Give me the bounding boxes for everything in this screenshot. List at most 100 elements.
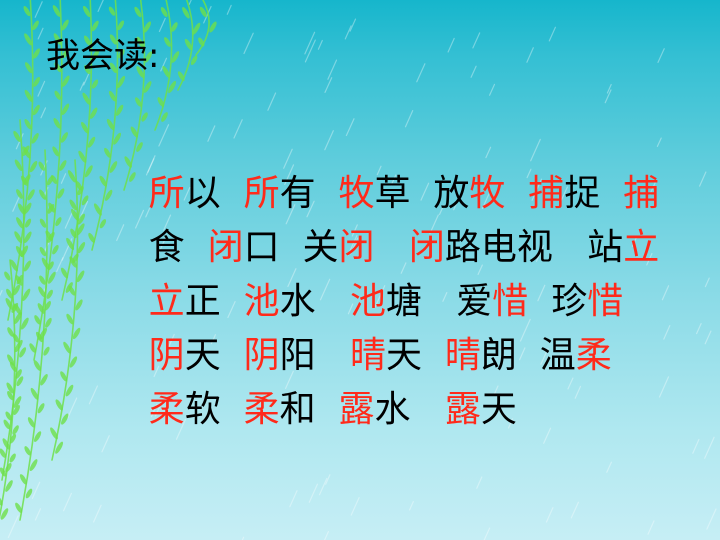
- willow-leaf: [39, 218, 47, 228]
- willow-leaf: [9, 433, 17, 444]
- rain-streak: [429, 214, 439, 235]
- willow-leaf: [15, 502, 23, 513]
- word-line-4: 阴天 阴阳 晴天 晴朗 温柔: [80, 275, 680, 376]
- rain-streak: [704, 436, 715, 459]
- willow-leaf: [29, 459, 38, 472]
- word-text: 天: [480, 389, 517, 430]
- willow-leaf: [143, 21, 152, 33]
- willow-leaf: [198, 37, 205, 47]
- rain-streak: [12, 196, 20, 212]
- rain-streak: [267, 92, 277, 111]
- highlighted-character: 闭: [408, 227, 445, 268]
- rain-streak: [526, 47, 534, 63]
- rain-streak: [145, 155, 156, 176]
- willow-leaf: [47, 231, 55, 243]
- word-text: 水: [374, 389, 445, 430]
- willow-leaf: [87, 136, 96, 148]
- word-text: 草 放: [374, 173, 470, 214]
- willow-leaf: [160, 7, 168, 17]
- willow-leaf: [75, 299, 83, 311]
- word-text: 阳: [279, 335, 350, 376]
- rain-streak: [606, 461, 613, 473]
- willow-leaf: [209, 21, 217, 33]
- willow-leaf: [37, 303, 45, 314]
- willow-leaf: [83, 35, 91, 46]
- rain-streak: [317, 39, 323, 50]
- willow-leaf: [14, 231, 23, 244]
- rain-streak: [347, 235, 358, 257]
- willow-leaf: [6, 288, 13, 299]
- willow-leaf: [136, 66, 145, 78]
- rain-streak: [153, 365, 160, 378]
- willow-leaf: [7, 390, 14, 401]
- willow-leaf: [23, 174, 31, 185]
- rain-streak: [453, 196, 460, 211]
- rain-streak: [704, 330, 712, 345]
- willow-leaf: [12, 425, 19, 435]
- willow-leaf: [7, 327, 14, 337]
- willow-leaf: [39, 246, 47, 257]
- rain-streak: [540, 348, 549, 365]
- willow-leaf: [47, 204, 55, 214]
- willow-leaf: [76, 270, 85, 283]
- rain-streak: [160, 57, 168, 72]
- rain-streak: [567, 377, 574, 390]
- willow-leaf: [16, 217, 24, 229]
- rain-streak: [327, 59, 338, 80]
- willow-leaf: [62, 48, 70, 59]
- willow-leaf: [134, 6, 142, 18]
- willow-leaf: [77, 242, 86, 254]
- rain-streak: [97, 0, 104, 12]
- willow-leaf: [16, 189, 23, 199]
- willow-leaf: [23, 260, 32, 272]
- rain-streak: [543, 427, 552, 444]
- rain-streak: [233, 119, 243, 139]
- rain-streak: [526, 168, 532, 179]
- willow-leaf: [30, 387, 39, 400]
- rain-streak: [308, 483, 318, 503]
- rain-streak: [34, 508, 42, 521]
- willow-leaf: [0, 494, 3, 506]
- willow-leaf: [43, 346, 50, 356]
- highlighted-character: 闭: [207, 227, 244, 268]
- rain-streak: [447, 37, 455, 53]
- rain-streak: [646, 253, 653, 266]
- willow-leaf: [89, 107, 98, 119]
- word-text: 朗 温: [480, 335, 576, 376]
- word-text: 食: [148, 227, 208, 268]
- willow-leaf: [24, 446, 31, 456]
- willow-leaf: [184, 38, 193, 51]
- willow-leaf: [55, 399, 63, 411]
- willow-leaf: [9, 453, 16, 463]
- rain-streak: [318, 477, 328, 496]
- rain-streak: [158, 17, 166, 33]
- rain-streak: [350, 497, 360, 516]
- rain-streak: [324, 77, 333, 94]
- willow-leaf: [78, 150, 87, 163]
- word-text: 以: [184, 173, 244, 214]
- willow-leaf: [108, 6, 116, 16]
- willow-leaf: [38, 286, 46, 298]
- rain-streak: [476, 476, 483, 489]
- willow-leaf: [91, 49, 100, 61]
- willow-leaf: [33, 48, 40, 59]
- rain-streak: [145, 207, 151, 218]
- willow-leaf: [37, 403, 45, 414]
- willow-leaf: [61, 413, 69, 425]
- highlighted-character: 牧: [338, 173, 375, 214]
- willow-leaf: [143, 81, 152, 93]
- willow-leaf: [192, 22, 201, 35]
- willow-leaf: [109, 161, 118, 173]
- willow-leaf: [83, 5, 91, 18]
- rain-streak: [442, 292, 448, 302]
- rain-streak: [324, 130, 334, 151]
- rain-streak: [183, 186, 191, 201]
- rain-streak: [83, 71, 90, 86]
- rain-streak: [692, 438, 700, 454]
- willow-leaf: [29, 160, 38, 173]
- word-line-3: 立正 池水 池塘 爱惜 珍惜: [80, 221, 680, 322]
- willow-leaf: [27, 189, 35, 201]
- willow-leaf: [104, 147, 111, 158]
